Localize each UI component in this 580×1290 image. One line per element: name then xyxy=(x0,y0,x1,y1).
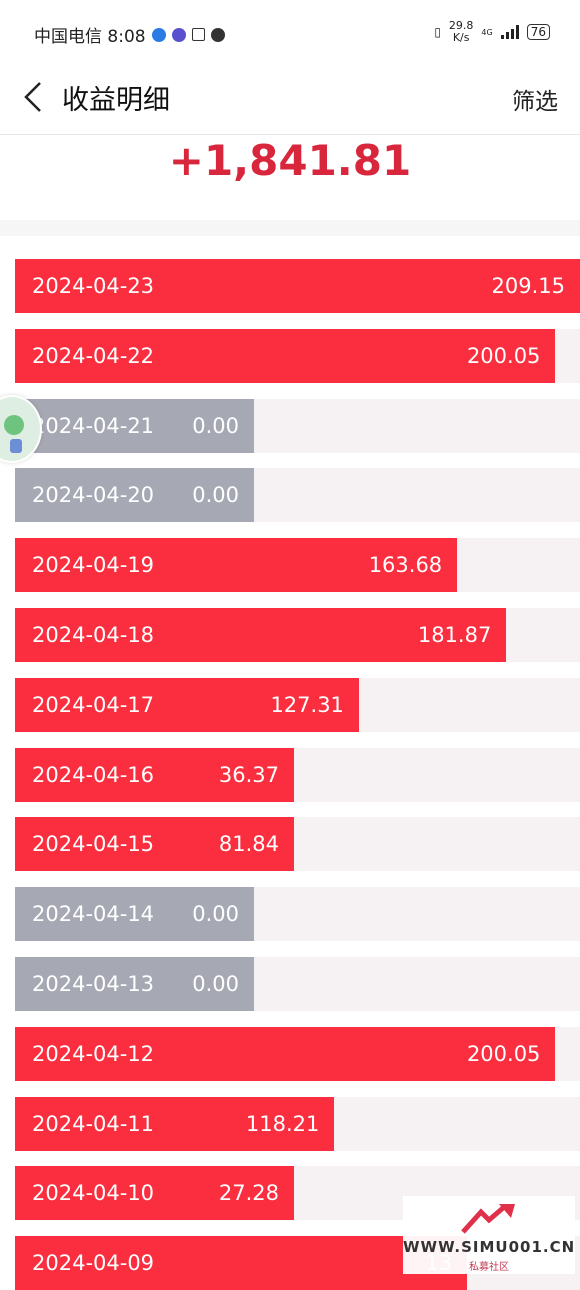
row-date: 2024-04-23 xyxy=(32,274,155,298)
row-date: 2024-04-19 xyxy=(32,553,155,578)
row-value: 0.00 xyxy=(192,972,239,996)
earnings-bar: 2024-04-20 xyxy=(15,468,254,523)
earnings-row[interactable]: 2024-04-16 36.37 xyxy=(15,747,580,802)
row-date: 2024-04-16 xyxy=(32,762,155,787)
row-value: 209.15 xyxy=(491,274,565,298)
earnings-bar: 2024-04-23 xyxy=(15,259,580,313)
row-value: 0.00 xyxy=(192,413,239,438)
signal-label: 4G xyxy=(481,27,493,37)
status-right: ▯ 29.8 K/s 4G 76 xyxy=(434,20,550,44)
calendar-icon xyxy=(191,28,205,41)
browser-icon xyxy=(151,27,166,42)
earnings-bar: 2024-04-11 xyxy=(15,1096,335,1151)
earnings-row[interactable]: 2024-04-13 0.00 xyxy=(15,957,580,1011)
row-date: 2024-04-14 xyxy=(32,902,155,927)
app-icon xyxy=(171,27,186,42)
earnings-row[interactable]: 2024-04-22 200.05 xyxy=(15,328,580,383)
net-speed-value: 29.8 xyxy=(448,19,474,32)
filter-button[interactable]: 筛选 xyxy=(512,89,558,115)
row-value: 181.87 xyxy=(417,623,492,647)
page-title: 收益明细 xyxy=(62,85,170,116)
status-left: 中国电信 8:08 xyxy=(34,22,225,47)
row-value: 36.37 xyxy=(218,762,279,787)
earnings-row[interactable]: 2024-04-19 163.68 xyxy=(15,538,580,593)
earnings-bar: 2024-04-09 xyxy=(15,1236,467,1290)
earnings-row[interactable]: 2024-04-15 81.84 xyxy=(15,817,580,872)
row-value: 163.68 xyxy=(368,553,443,578)
row-value: 81.84 xyxy=(218,832,279,857)
earnings-bar: 2024-04-15 xyxy=(15,817,294,872)
back-button[interactable] xyxy=(18,80,48,114)
watermark-logo-icon xyxy=(461,1204,515,1234)
earnings-bar: 2024-04-12 xyxy=(15,1026,556,1081)
row-date: 2024-04-13 xyxy=(32,972,155,996)
earnings-row[interactable]: 2024-04-14 0.00 xyxy=(15,887,580,942)
row-date: 2024-04-22 xyxy=(32,343,155,368)
row-value: 127.31 xyxy=(270,692,344,717)
message-icon xyxy=(210,27,225,42)
row-value: 200.05 xyxy=(466,1041,541,1066)
total-earnings: +1,841.81 xyxy=(0,134,580,220)
earnings-bar: 2024-04-19 xyxy=(15,538,458,593)
row-date: 2024-04-09 xyxy=(32,1251,155,1276)
earnings-bar: 2024-04-10 xyxy=(15,1166,294,1221)
section-divider xyxy=(0,220,580,236)
chevron-left-icon xyxy=(24,82,41,112)
app-header: 收益明细 筛选 xyxy=(0,66,580,135)
row-value: 27.28 xyxy=(218,1181,279,1206)
row-date: 2024-04-12 xyxy=(32,1041,155,1066)
total-value: +1,841.81 xyxy=(168,136,412,185)
earnings-bar: 2024-04-22 xyxy=(15,328,556,383)
row-date: 2024-04-11 xyxy=(32,1111,155,1136)
watermark-text: WWW.SIMU001.CN xyxy=(403,1238,576,1256)
earnings-bar: 2024-04-14 xyxy=(15,887,254,942)
net-speed-unit: K/s xyxy=(452,31,470,44)
row-value: 0.00 xyxy=(192,902,239,927)
row-value: 118.21 xyxy=(245,1111,320,1136)
earnings-row[interactable]: 2024-04-12 200.05 xyxy=(15,1026,580,1081)
earnings-row[interactable]: 2024-04-21 0.00 xyxy=(15,398,580,453)
chat-icon xyxy=(4,415,24,435)
net-speed: 29.8 K/s xyxy=(449,20,474,44)
earnings-row[interactable]: 2024-04-20 0.00 xyxy=(15,468,580,523)
row-date: 2024-04-21 xyxy=(32,413,155,438)
watermark-subtext: 私募社区 xyxy=(469,1262,509,1273)
earnings-row[interactable]: 2024-04-18 181.87 xyxy=(15,608,580,662)
row-value: 200.05 xyxy=(466,343,541,368)
badge-icon xyxy=(10,439,22,453)
row-date: 2024-04-10 xyxy=(32,1181,155,1206)
vibrate-icon: ▯ xyxy=(434,25,441,39)
row-date: 2024-04-15 xyxy=(32,832,155,857)
row-date: 2024-04-17 xyxy=(32,692,155,717)
earnings-bar: 2024-04-13 xyxy=(15,957,254,1011)
earnings-row[interactable]: 2024-04-17 127.31 xyxy=(15,677,580,732)
carrier-time: 中国电信 8:08 xyxy=(34,27,146,47)
earnings-row[interactable]: 2024-04-11 118.21 xyxy=(15,1096,580,1151)
earnings-bar: 2024-04-21 xyxy=(15,398,254,453)
row-date: 2024-04-18 xyxy=(32,623,155,647)
watermark: WWW.SIMU001.CN 私募社区 xyxy=(403,1196,575,1274)
earnings-bar: 2024-04-16 xyxy=(15,747,294,802)
battery-indicator: 76 xyxy=(526,24,550,40)
row-value: 0.00 xyxy=(192,483,239,508)
signal-icon xyxy=(500,25,519,39)
status-bar: 中国电信 8:08 ▯ 29.8 K/s 4G 76 xyxy=(0,0,580,66)
earnings-bar: 2024-04-17 xyxy=(15,677,359,732)
earnings-bar: 2024-04-18 xyxy=(15,608,507,662)
earnings-row[interactable]: 2024-04-23 209.15 xyxy=(15,259,580,313)
row-date: 2024-04-20 xyxy=(32,483,155,508)
